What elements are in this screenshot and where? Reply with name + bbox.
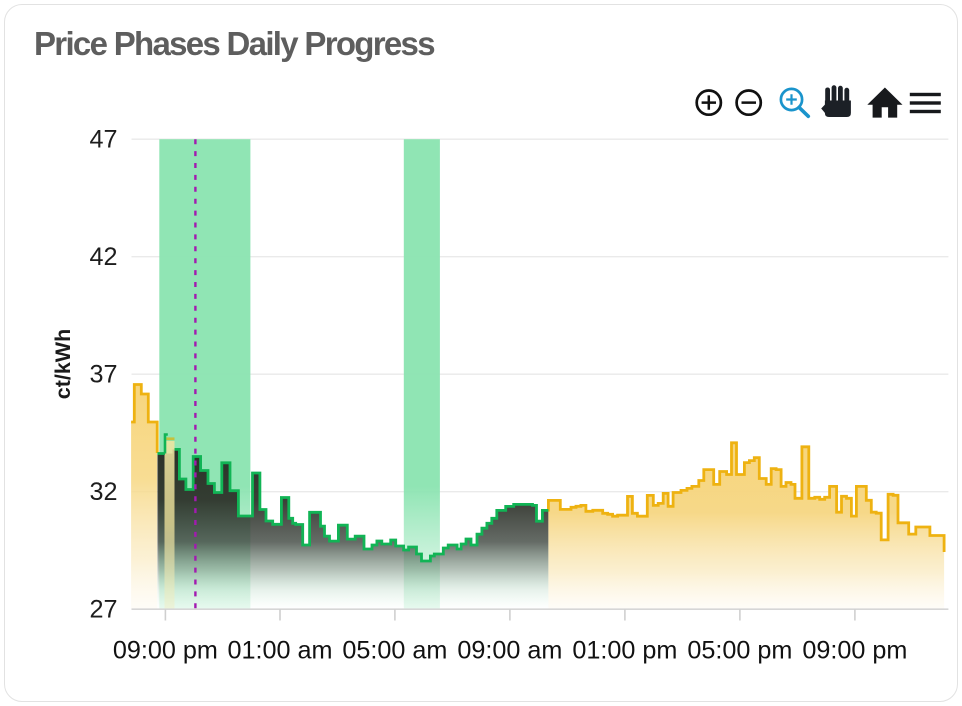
svg-text:01:00 pm: 01:00 pm [572,637,677,665]
svg-text:09:00 pm: 09:00 pm [802,637,907,665]
svg-text:05:00 am: 05:00 am [342,637,447,665]
svg-text:01:00 am: 01:00 am [227,637,332,665]
svg-text:27: 27 [89,595,117,623]
svg-text:32: 32 [89,478,117,506]
svg-text:09:00 am: 09:00 am [457,637,562,665]
svg-text:05:00 pm: 05:00 pm [687,637,792,665]
svg-text:37: 37 [89,360,117,388]
svg-text:42: 42 [89,243,117,271]
svg-text:09:00 pm: 09:00 pm [113,637,218,665]
svg-text:ct/kWh: ct/kWh [51,329,75,399]
svg-text:47: 47 [89,125,117,153]
